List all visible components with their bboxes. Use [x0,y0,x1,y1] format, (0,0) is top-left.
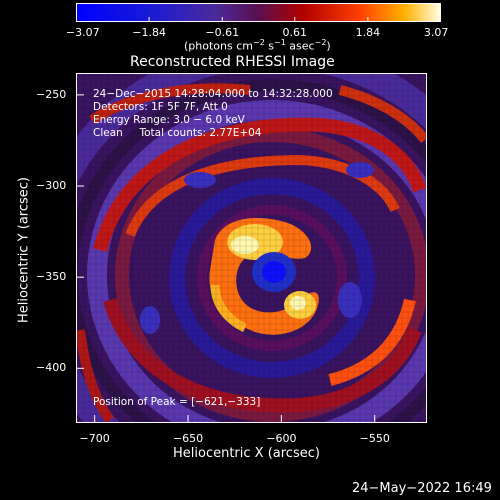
heatmap-image [76,73,427,423]
colorbar-tick-label: 1.84 [355,26,381,39]
colorbar-units: (photons cm−2 s−1 asec−2) [184,38,331,53]
x-tick-label: −700 [79,432,110,445]
annotation-detectors: Detectors: 1F 5F 7F, Att 0 [93,101,228,113]
x-axis-label: Heliocentric X (arcsec) [173,446,320,461]
x-tick-label: −600 [266,432,297,445]
annotation-time-range: 24−Dec−2015 14:28:04.000 to 14:32:28.000 [93,88,333,100]
plot-frame [76,73,427,423]
y-axis-label: Heliocentric Y (arcsec) [16,177,32,323]
colorbar-tick-label: −3.07 [65,26,100,39]
colorbar-tick-label: 0.61 [282,26,308,39]
annotation-energy: Energy Range: 3.0 − 6.0 keV [93,114,245,126]
y-tick-label: −250 [36,87,67,101]
colorbar [76,3,441,22]
colorbar-tick-label: −0.61 [205,26,240,39]
x-tick-label: −650 [172,432,204,445]
annotation-method: Clean Total counts: 2.77E+04 [93,127,262,139]
chart-title: Reconstructed RHESSI Image [130,54,335,70]
colorbar-tick-label: 3.07 [423,26,449,39]
colorbar-gradient [76,3,441,22]
y-tick-label: −400 [36,361,67,375]
y-tick-label: −300 [36,179,67,193]
y-tick-label: −350 [36,270,67,284]
footer-timestamp: 24−May−2022 16:49 [352,481,492,496]
colorbar-tick-label: −1.84 [132,26,166,39]
annotation-peak: Position of Peak = [−621,−333] [93,396,261,408]
x-tick-label: −550 [359,432,390,445]
